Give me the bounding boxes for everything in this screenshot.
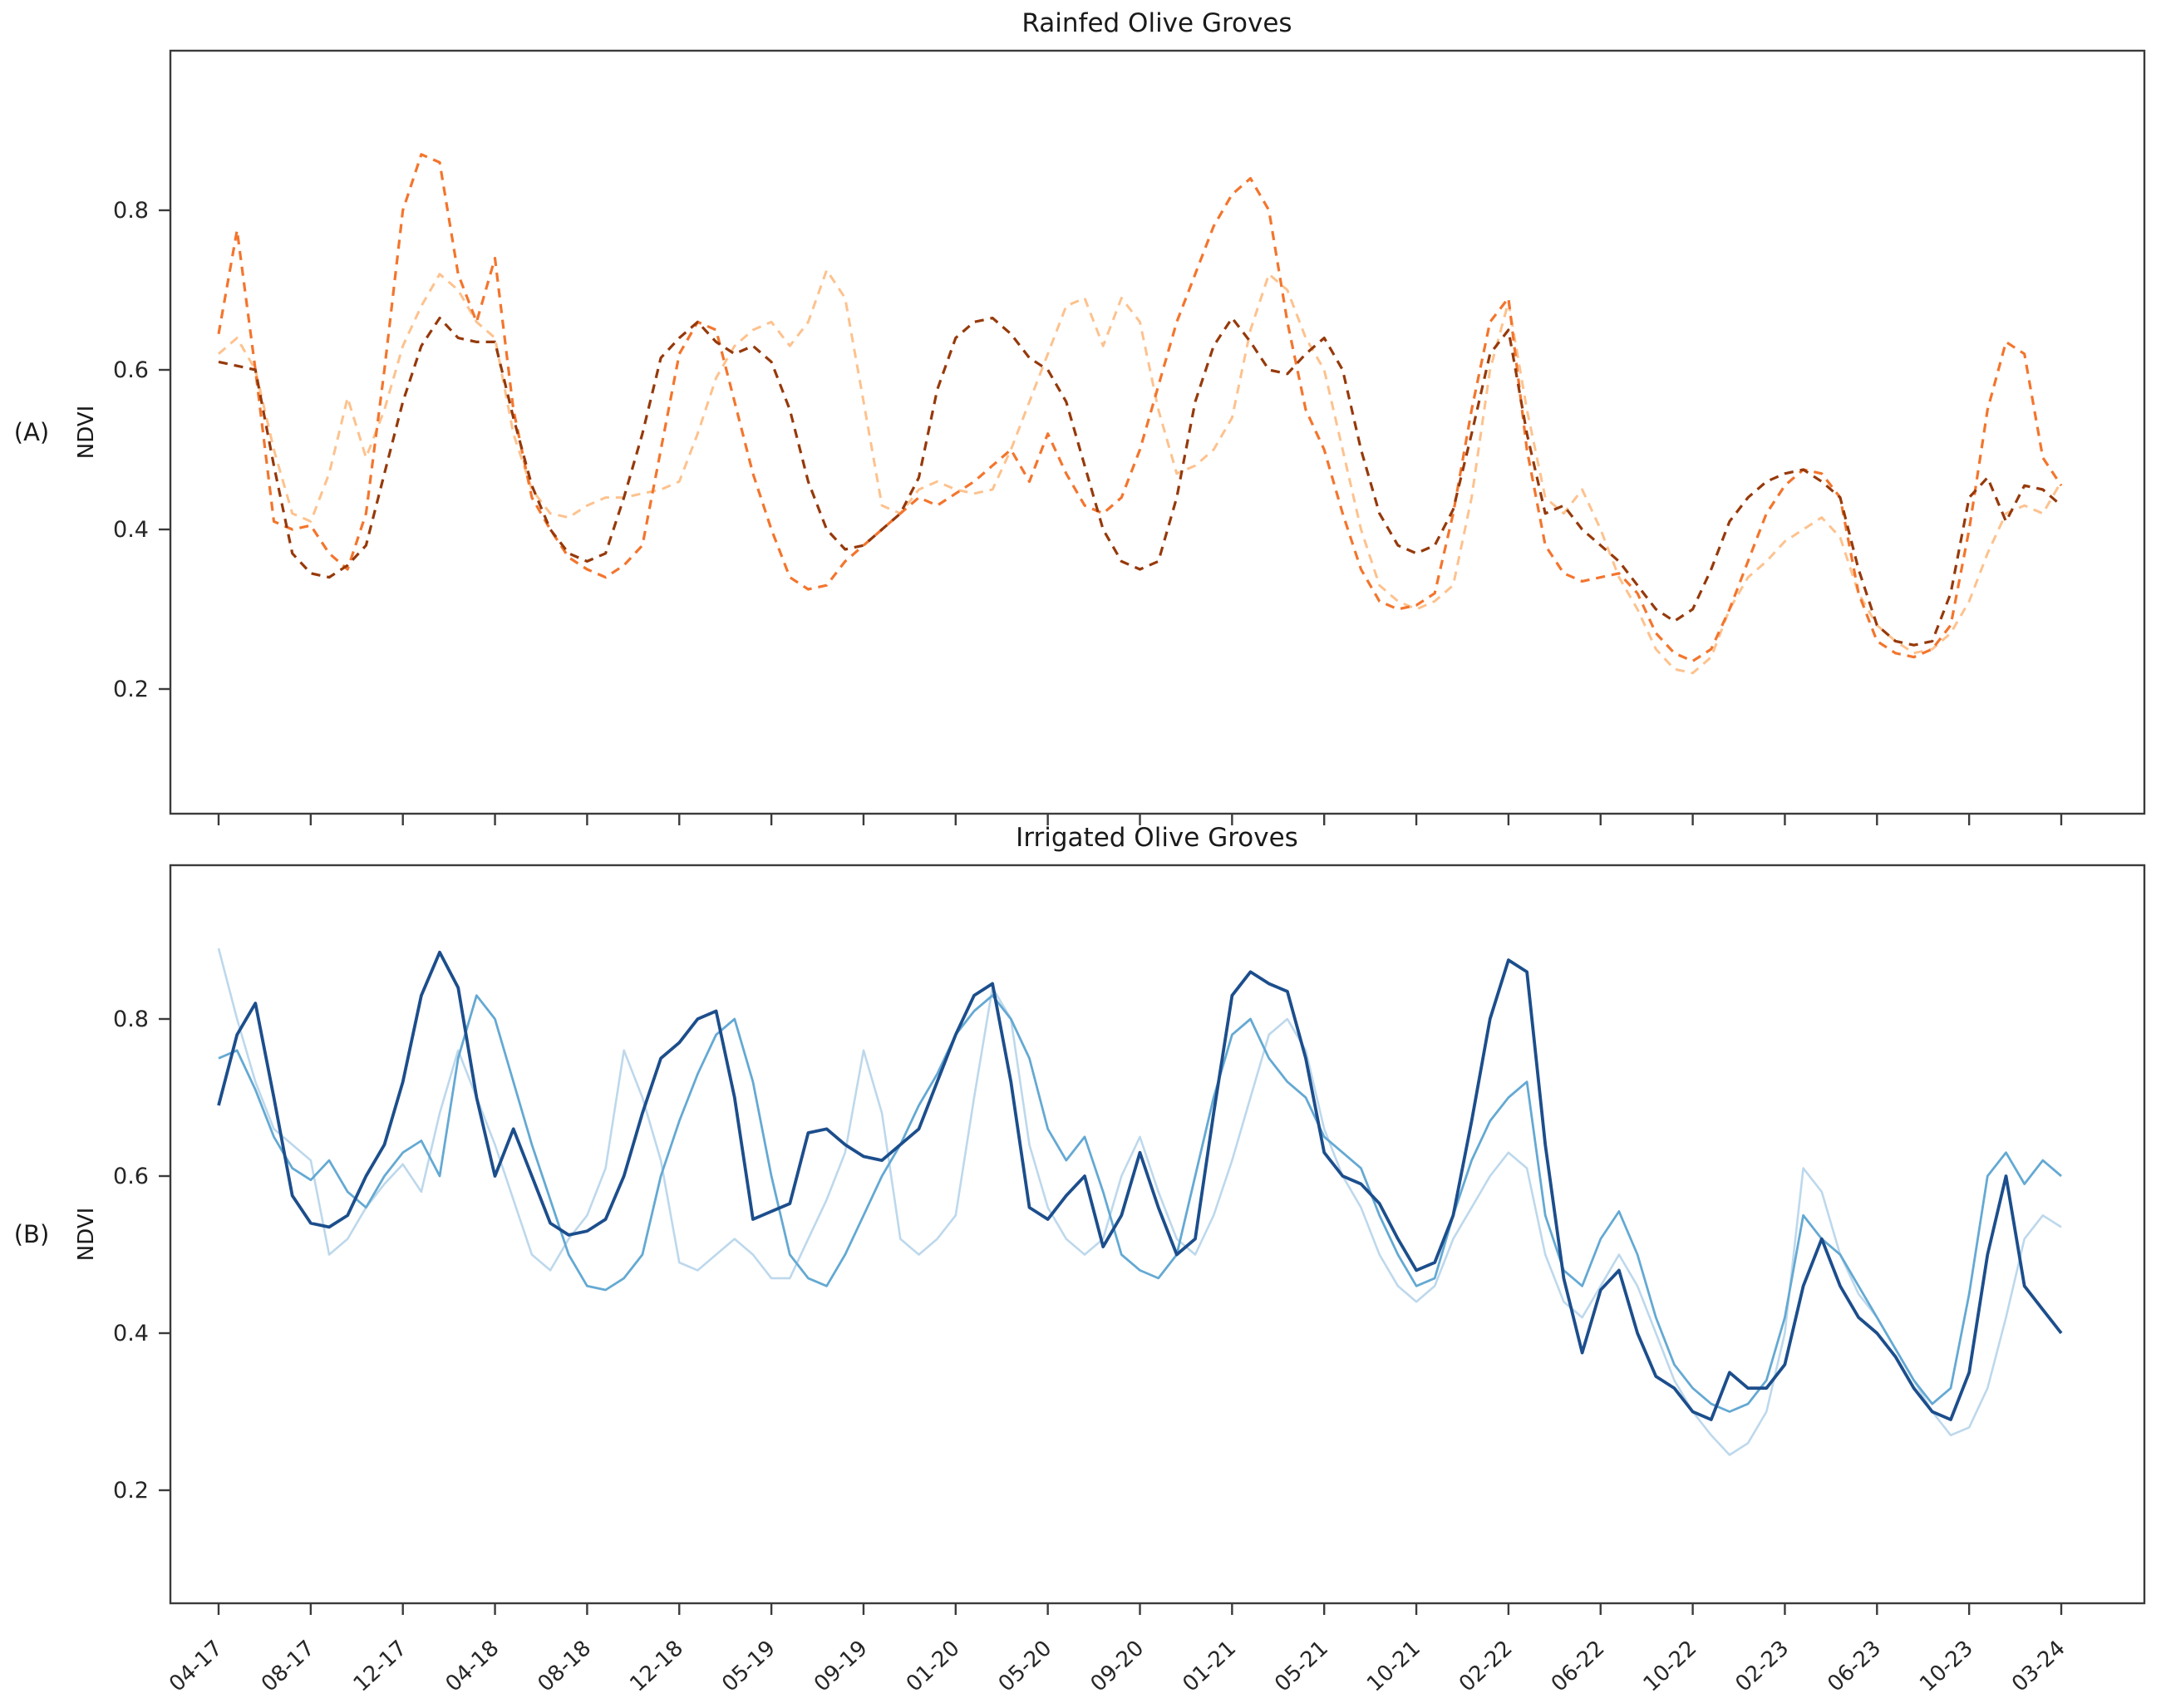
x-tick-label: 06-22	[1547, 1636, 1610, 1696]
x-tick-label: 10-23	[1915, 1636, 1978, 1696]
x-tick-label: 04-17	[165, 1636, 228, 1696]
series-line-rainfed-dark	[218, 317, 2063, 647]
x-tick-label: 12-18	[625, 1636, 688, 1696]
x-tick-label: 09-19	[810, 1636, 873, 1696]
y-tick-label: 0.8	[113, 198, 149, 224]
x-tick-label: 10-22	[1639, 1636, 1702, 1696]
y-tick-label: 0.6	[113, 357, 149, 383]
x-tick-label: 02-22	[1455, 1636, 1518, 1696]
panel-rainfed: Rainfed Olive Groves (A) NDVI 0.20.40.60…	[14, 8, 2146, 825]
x-tick-label: 08-18	[533, 1636, 596, 1696]
series-line-irrigated-medium	[218, 994, 2062, 1413]
panel-b-series-lines	[217, 948, 2063, 1456]
series-line-irrigated-dark	[217, 950, 2063, 1421]
x-tick-label: 04-18	[441, 1636, 505, 1696]
y-tick-label: 0.2	[113, 1478, 149, 1504]
x-tick-label: 08-17	[257, 1636, 320, 1696]
x-tick-label: 05-21	[1270, 1636, 1333, 1696]
y-tick-label: 0.6	[113, 1164, 149, 1189]
panel-a-series-lines	[217, 153, 2063, 675]
x-tick-label: 01-21	[1178, 1636, 1241, 1696]
panel-a-letter: (A)	[14, 418, 49, 446]
y-tick-label: 0.2	[113, 677, 149, 702]
x-tick-label: 12-17	[349, 1636, 412, 1696]
panel-b-ylabel: NDVI	[74, 1208, 99, 1261]
x-tick-label: 03-24	[2007, 1636, 2070, 1696]
series-line-rainfed-light	[218, 268, 2063, 675]
panel-b-ticks: 04-17 08-17 12-17 04-18 08-18 12-18 05-19 09-19…	[113, 1007, 2070, 1697]
x-tick-label: 06-23	[1823, 1636, 1886, 1696]
x-tick-label: 05-19	[717, 1636, 780, 1696]
panel-irrigated: Irrigated Olive Groves (B) NDVI 04-17 08-…	[14, 823, 2146, 1697]
x-tick-label: 10-21	[1362, 1636, 1425, 1696]
x-tick-label: 02-23	[1731, 1636, 1794, 1696]
panel-b-title: Irrigated Olive Groves	[1016, 823, 1298, 853]
x-tick-label: 01-20	[902, 1636, 965, 1696]
x-tick-label: 09-20	[1086, 1636, 1149, 1696]
panel-b-plot-frame	[169, 864, 2146, 1605]
panel-b-letter: (B)	[14, 1220, 50, 1248]
x-tick-label: 05-20	[994, 1636, 1057, 1696]
panel-a-plot-frame	[169, 49, 2146, 815]
panel-a-title: Rainfed Olive Groves	[1021, 8, 1292, 38]
series-line-irrigated-light	[217, 948, 2062, 1456]
panel-a-ylabel: NDVI	[74, 406, 99, 459]
y-tick-label: 0.8	[113, 1007, 149, 1032]
series-line-rainfed-medium	[217, 153, 2063, 663]
panel-a-ticks: 0.2 0.4 0.6 0.8	[113, 198, 2063, 825]
y-tick-label: 0.4	[113, 517, 149, 543]
y-tick-label: 0.4	[113, 1321, 149, 1346]
